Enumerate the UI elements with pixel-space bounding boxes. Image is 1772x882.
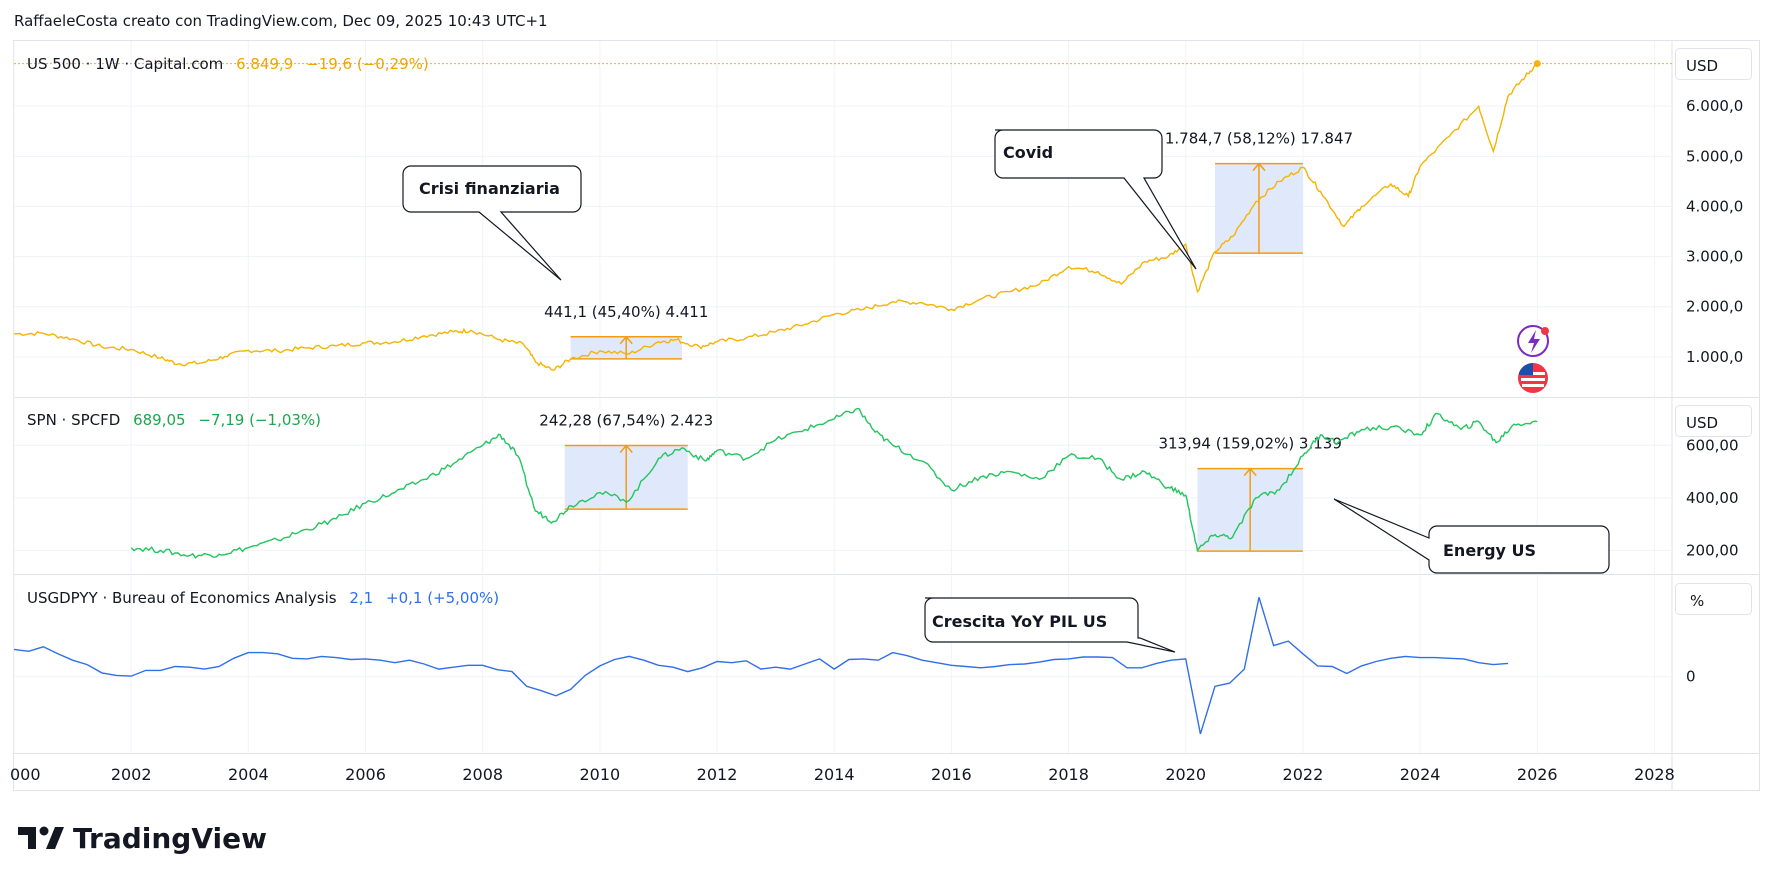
legend-spn-symbol: SPN · SPCFD [27,411,120,429]
spn-price-scale[interactable]: 200,00 400,00 600,00 [1686,436,1739,559]
callout-energy-text: Energy US [1443,541,1536,560]
legend-spn-price: 689,05 [133,411,186,429]
price-scale-label: 200,00 [1686,541,1739,559]
callout-energy-us[interactable]: Energy US [1333,498,1610,574]
svg-text:US 500 · 1W · Capital.com: US 500 · 1W · Capital.com 6.849,9 −19,6 … [27,55,429,73]
unit-box-gdp[interactable]: % [1675,583,1752,615]
callout-crisi-finanziaria[interactable]: Crisi finanziaria [402,165,582,281]
time-axis[interactable]: 000 2002 2004 2006 2008 2010 2012 2014 2016 2018 2… [10,765,1675,784]
callout-crescita-pil[interactable]: Crescita YoY PIL US [924,597,1176,653]
time-axis-label: 2018 [1048,765,1089,784]
price-scale-label: 400,00 [1686,489,1739,507]
time-axis-label: 2022 [1283,765,1324,784]
price-scale-label: 5.000,0 [1686,147,1743,165]
time-axis-label: 2004 [228,765,269,784]
tradingview-logo[interactable]: TradingView [18,822,267,855]
currency-label-spn: USD [1686,414,1718,432]
us500-range-boxes[interactable]: 441,1 (45,40%) 4.411 1.784,7 (58,12%) 17.… [544,130,1353,360]
range-label: 1.784,7 (58,12%) 17.847 [1165,130,1353,148]
time-axis-label: 2010 [580,765,621,784]
time-axis-label: 2016 [931,765,972,784]
legend-gdp-change: +0,1 (+5,00%) [386,589,499,607]
callout-crisi-text: Crisi finanziaria [419,179,560,198]
time-axis-label: 2028 [1634,765,1675,784]
legend-spn-change: −7,19 (−1,03%) [198,411,321,429]
svg-text:USGDPYY · Bureau of Economics: USGDPYY · Bureau of Economics Analysis 2… [27,589,499,607]
range-label: 313,94 (159,02%) 3.139 [1158,435,1341,453]
price-scale-label: 3.000,0 [1686,248,1743,266]
price-scale-label: 6.000,0 [1686,97,1743,115]
callout-crescita-text: Crescita YoY PIL US [932,612,1107,631]
callout-covid[interactable]: Covid [994,129,1197,270]
tradingview-logo-text: TradingView [73,822,267,855]
us500-horizontal-gridlines [14,105,1672,358]
time-axis-label: 000 [10,765,41,784]
spn-horizontal-gridlines [14,444,1672,551]
time-axis-label: 2006 [345,765,386,784]
pane-usgdpyy[interactable]: 0 [13,597,1696,735]
gdp-yoy-line[interactable] [13,597,1509,735]
us500-price-scale[interactable]: 1.000,0 2.000,0 3.000,0 4.000,0 5.000,0 6.000… [1686,97,1743,366]
time-axis-label: 2026 [1517,765,1558,784]
time-axis-label: 2014 [814,765,855,784]
legend-us500-symbol: US 500 · 1W · Capital.com [27,55,223,73]
legend-gdp-symbol: USGDPYY · Bureau of Economics Analysis [27,589,337,607]
time-axis-label: 2008 [462,765,503,784]
range-arrow-head [619,335,633,345]
legend-us500-price: 6.849,9 [236,55,293,73]
us500-price-line[interactable] [14,63,1538,372]
range-arrow-head [1243,467,1257,477]
lightning-icon[interactable] [1517,325,1549,357]
svg-text:SPN · SPCFD 689,05: SPN · SPCFD 689,05 −7,19 (−1,03%) [27,411,321,429]
price-scale-label: 600,00 [1686,436,1739,454]
range-label: 441,1 (45,40%) 4.411 [544,303,708,321]
price-range-measure[interactable]: 441,1 (45,40%) 4.411 [544,303,708,360]
spn-price-line[interactable] [130,407,1538,559]
range-label: 242,28 (67,54%) 2.423 [539,412,713,430]
unit-label-gdp: % [1690,592,1704,610]
header-credit: RaffaeleCosta creato con TradingView.com… [14,12,548,30]
legend-us500[interactable]: US 500 · 1W · Capital.com 6.849,9 −19,6 … [27,55,429,73]
legend-gdp-value: 2,1 [349,589,373,607]
currency-label-us500: USD [1686,57,1718,75]
price-scale-label: 4.000,0 [1686,197,1743,215]
us-flag-icon[interactable] [1518,363,1548,393]
callout-covid-text: Covid [1003,143,1053,162]
price-scale-label: 0 [1686,668,1696,686]
price-scale-label: 1.000,0 [1686,348,1743,366]
legend-us500-change: −19,6 (−0,29%) [306,55,429,73]
time-axis-label: 2020 [1165,765,1206,784]
time-axis-label: 2002 [111,765,152,784]
tradingview-logo-icon [18,826,64,849]
time-axis-label: 2024 [1400,765,1441,784]
gdp-value-scale[interactable]: 0 [1686,668,1696,686]
range-arrow-head [619,444,633,454]
pane-us500[interactable]: 441,1 (45,40%) 4.411 1.784,7 (58,12%) 17.… [14,60,1743,372]
price-range-measure[interactable]: 242,28 (67,54%) 2.423 [539,412,713,510]
range-arrow-head [1252,162,1266,172]
pane-spn[interactable]: 242,28 (67,54%) 2.423 313,94 (159,02%) 3.… [14,407,1739,560]
currency-box-us500[interactable]: USD [1675,48,1752,80]
time-axis-label: 2012 [697,765,738,784]
price-scale-label: 2.000,0 [1686,298,1743,316]
currency-box-spn[interactable]: USD [1675,405,1752,437]
us500-last-price-dot [1533,60,1541,68]
legend-gdp[interactable]: USGDPYY · Bureau of Economics Analysis 2… [27,589,499,607]
legend-spn[interactable]: SPN · SPCFD 689,05 −7,19 (−1,03%) [27,411,321,429]
vertical-gridlines [13,41,1655,753]
